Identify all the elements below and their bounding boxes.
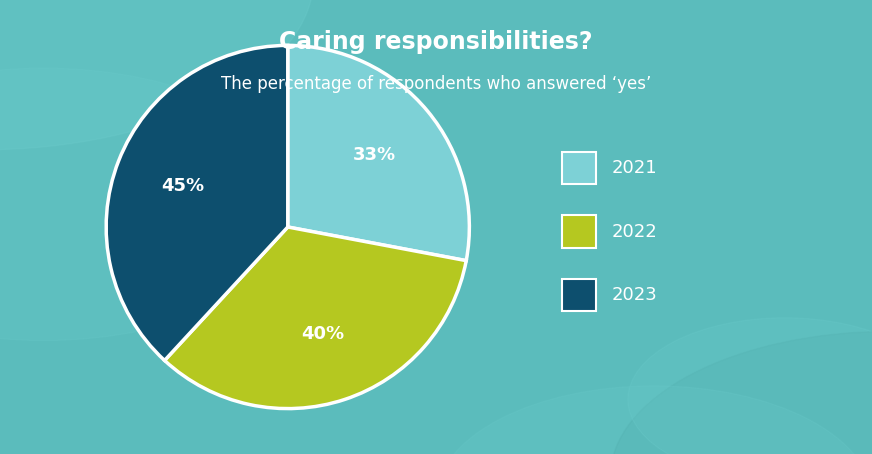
Wedge shape [106, 45, 288, 360]
Text: 33%: 33% [353, 146, 396, 164]
Text: The percentage of respondents who answered ‘yes’: The percentage of respondents who answer… [221, 75, 651, 93]
Text: 45%: 45% [161, 177, 204, 195]
Wedge shape [288, 45, 469, 261]
Text: Caring responsibilities?: Caring responsibilities? [279, 30, 593, 54]
Text: 2021: 2021 [611, 159, 657, 177]
Text: 2022: 2022 [611, 222, 657, 241]
Wedge shape [165, 227, 467, 409]
Text: 2023: 2023 [611, 286, 657, 304]
Text: 40%: 40% [302, 325, 344, 343]
